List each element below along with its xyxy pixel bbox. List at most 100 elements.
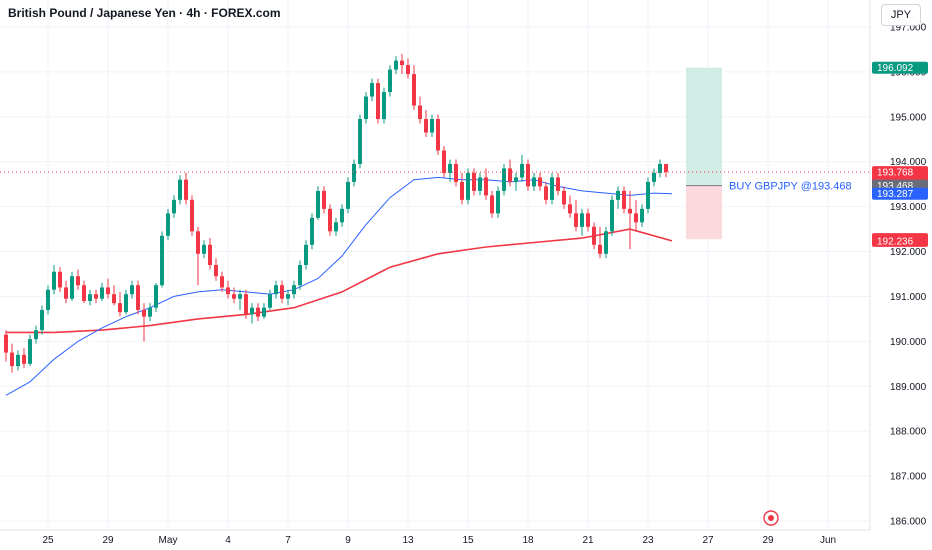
candle — [214, 258, 218, 281]
candle-body — [280, 285, 284, 299]
candle — [118, 291, 122, 317]
candle-body — [550, 177, 554, 200]
candle — [196, 226, 200, 286]
candle — [574, 199, 578, 232]
candle-body — [664, 163, 668, 173]
price-tick-label: 195.000 — [890, 112, 927, 123]
candle — [82, 280, 86, 304]
candle-body — [604, 231, 608, 254]
candle-body — [346, 181, 350, 209]
candle-body — [208, 244, 212, 265]
candle-body — [118, 303, 122, 313]
candle — [64, 280, 68, 304]
candle-body — [58, 271, 62, 288]
candle — [112, 285, 116, 306]
candle-body — [268, 294, 272, 308]
loss-zone — [686, 185, 722, 240]
candle-body — [436, 119, 440, 151]
candle — [46, 285, 50, 315]
position-zones — [686, 67, 722, 240]
candle — [520, 154, 524, 182]
price-tag-bg — [872, 61, 928, 74]
candle — [226, 280, 230, 299]
price-axis[interactable]: 197.000196.000195.000194.000193.000192.0… — [869, 0, 932, 550]
candle — [232, 287, 236, 304]
candle-body — [310, 217, 314, 245]
candle — [406, 58, 410, 79]
candle — [508, 159, 512, 187]
candle — [592, 222, 596, 250]
candle — [616, 186, 620, 209]
candle-body — [496, 190, 500, 214]
time-tick-label: 18 — [522, 535, 534, 546]
price-tick-label: 188.000 — [890, 427, 927, 438]
candle — [178, 175, 182, 205]
candle — [340, 204, 344, 227]
position-label: BUY GBPJPY @193.468 — [729, 181, 852, 193]
candle-body — [190, 199, 194, 232]
candle-body — [484, 177, 488, 196]
currency-button[interactable]: JPY — [881, 4, 921, 26]
candle — [304, 240, 308, 270]
price-tag-label: 192.236 — [877, 236, 914, 247]
candle-body — [124, 294, 128, 313]
candle-body — [382, 92, 386, 120]
candle-body — [418, 105, 422, 120]
candle-body — [538, 177, 542, 187]
candle-body — [616, 190, 620, 200]
candle — [514, 172, 518, 191]
candle-body — [376, 83, 380, 120]
candle — [298, 260, 302, 290]
candle-body — [70, 276, 74, 299]
candle — [484, 168, 488, 200]
time-axis[interactable]: 25 29 May 4 7 9 13 15 18 21 23 27 29 Jun — [0, 529, 870, 546]
candle-body — [574, 213, 578, 227]
candle — [166, 208, 170, 241]
candle-body — [274, 285, 278, 295]
time-tick-label: Jun — [820, 535, 836, 546]
candle — [394, 56, 398, 75]
candle — [376, 78, 380, 124]
candle — [142, 303, 146, 342]
candle — [460, 172, 464, 205]
candle — [472, 168, 476, 196]
candle — [634, 199, 638, 232]
candle-body — [322, 190, 326, 209]
candle-body — [244, 294, 248, 315]
ma-fast-line — [5, 176, 673, 396]
candle — [646, 177, 650, 214]
candle-body — [358, 119, 362, 164]
candle-body — [460, 181, 464, 200]
price-axis-bg — [870, 0, 932, 550]
ma-slow-line — [6, 228, 673, 334]
candle-body — [28, 339, 32, 364]
candle-body — [478, 177, 482, 191]
candle-body — [334, 222, 338, 232]
candle — [532, 172, 536, 191]
candle — [418, 96, 422, 124]
candle — [280, 280, 284, 304]
candle — [622, 186, 626, 214]
candle-body — [178, 179, 182, 200]
candle-body — [214, 265, 218, 277]
candle — [550, 172, 554, 205]
candle — [316, 186, 320, 221]
candle — [496, 186, 500, 218]
candle — [256, 303, 260, 322]
candle-body — [520, 163, 524, 178]
candle — [190, 195, 194, 236]
candle — [274, 280, 278, 299]
time-tick-label: 7 — [285, 535, 291, 546]
candle-body — [100, 287, 104, 299]
candle — [22, 348, 26, 369]
candle — [586, 208, 590, 232]
candle-body — [598, 244, 602, 254]
candle — [448, 159, 452, 182]
candle — [262, 303, 266, 319]
candle — [76, 269, 80, 290]
candle — [580, 208, 584, 236]
price-tag-label: 193.468 — [877, 181, 914, 192]
candle-body — [52, 271, 56, 290]
candle — [220, 271, 224, 292]
